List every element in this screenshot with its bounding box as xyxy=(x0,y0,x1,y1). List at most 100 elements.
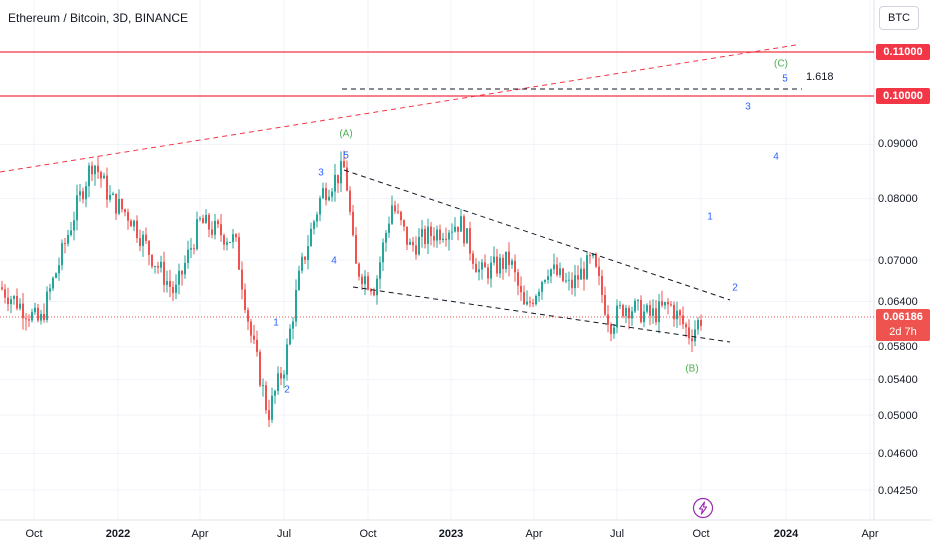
candle-body xyxy=(304,256,306,260)
candle-body xyxy=(163,261,165,285)
level-badge-lower[interactable]: 0.10000 xyxy=(876,88,930,104)
candle-body xyxy=(43,313,45,320)
candle-body xyxy=(664,301,666,306)
candle-body xyxy=(355,235,357,264)
candle-body xyxy=(679,310,681,316)
candle-body xyxy=(133,220,135,227)
price-tick: 0.06400 xyxy=(878,296,918,308)
candle-body xyxy=(373,291,375,296)
candle-body xyxy=(124,209,126,213)
candle-body xyxy=(214,220,216,235)
candle-body xyxy=(439,229,441,240)
candle-body xyxy=(496,256,498,274)
candle-body xyxy=(271,395,273,420)
currency-selector-button[interactable]: BTC xyxy=(879,6,919,30)
candle-body xyxy=(148,240,150,255)
candle-body xyxy=(241,269,243,290)
candle-body xyxy=(676,310,678,320)
chart-title: Ethereum / Bitcoin, 3D, BINANCE xyxy=(8,11,189,25)
candle-body xyxy=(34,307,36,313)
time-tick: Oct xyxy=(25,528,43,540)
candle-body xyxy=(22,303,24,319)
wave-label-3: 3 xyxy=(318,167,324,179)
wave-label-4: 4 xyxy=(331,255,337,267)
time-tick: 2024 xyxy=(773,528,799,540)
candle-body xyxy=(262,385,264,387)
candle-body xyxy=(112,193,114,195)
candle-body xyxy=(286,344,288,375)
candle-body xyxy=(538,291,540,296)
candle-body xyxy=(343,161,345,168)
candle-body xyxy=(310,228,312,247)
candle-body xyxy=(301,256,303,271)
candle-body xyxy=(223,235,225,245)
candle-body xyxy=(91,165,93,175)
candle-body xyxy=(556,264,558,276)
fib-extension-label: 1.618 xyxy=(806,71,834,83)
candle-body xyxy=(598,266,600,276)
candle-body xyxy=(70,230,72,235)
candle-body xyxy=(25,318,27,320)
candle-body xyxy=(196,219,198,250)
candle-body xyxy=(55,273,57,278)
candle-body xyxy=(328,196,330,201)
candle-body xyxy=(130,220,132,227)
candle-body xyxy=(541,281,543,292)
candle-body xyxy=(256,339,258,352)
candle-body xyxy=(313,221,315,229)
candle-body xyxy=(181,270,183,275)
wave-label-1: 1 xyxy=(273,317,279,329)
current-price-value: 0.06186 xyxy=(883,311,923,323)
time-tick: Oct xyxy=(692,528,710,540)
candle-body xyxy=(88,165,90,187)
candle-body xyxy=(460,216,462,232)
candle-body xyxy=(73,220,75,231)
candle-body xyxy=(625,307,627,317)
candle-body xyxy=(322,188,324,199)
candle-body xyxy=(316,214,318,222)
candle-body xyxy=(700,319,702,326)
candle-body xyxy=(592,253,594,257)
drawing-layer xyxy=(0,44,874,343)
candle-body xyxy=(691,338,693,342)
candle-body xyxy=(445,238,447,240)
price-tick: 0.09000 xyxy=(878,138,918,150)
candle-body xyxy=(610,324,612,334)
candle-body xyxy=(193,248,195,250)
candle-body xyxy=(169,280,171,287)
candle-body xyxy=(412,242,414,246)
candle-body xyxy=(226,242,228,245)
current-price-badge: 0.06186 2d 7h xyxy=(876,309,930,341)
candle-body xyxy=(268,410,270,420)
candle-body xyxy=(484,262,486,268)
candle-body xyxy=(385,232,387,243)
candle-body xyxy=(643,311,645,323)
candle-body xyxy=(16,296,18,309)
candle-body xyxy=(184,262,186,275)
candle-body xyxy=(397,211,399,213)
candle-body xyxy=(568,279,570,281)
candle-body xyxy=(58,265,60,274)
time-tick: Oct xyxy=(359,528,377,540)
lightning-icon[interactable] xyxy=(692,497,714,519)
time-tick: Jul xyxy=(276,528,292,540)
candle-body xyxy=(190,248,192,250)
candle-body xyxy=(244,289,246,311)
candle-body xyxy=(550,269,552,277)
candle-body xyxy=(142,234,144,247)
candle-body xyxy=(427,226,429,244)
candle-body xyxy=(670,304,672,306)
candle-body xyxy=(115,193,117,214)
candle-body xyxy=(202,218,204,224)
level-badge-upper[interactable]: 0.11000 xyxy=(876,44,930,60)
candle-body xyxy=(616,305,618,328)
time-tick: 2023 xyxy=(438,528,464,540)
candle-body xyxy=(442,238,444,240)
candle-body xyxy=(508,251,510,265)
candle-body xyxy=(235,234,237,238)
candle-body xyxy=(349,190,351,212)
candle-body xyxy=(103,175,105,179)
candle-body xyxy=(481,262,483,270)
candle-body xyxy=(661,301,663,306)
